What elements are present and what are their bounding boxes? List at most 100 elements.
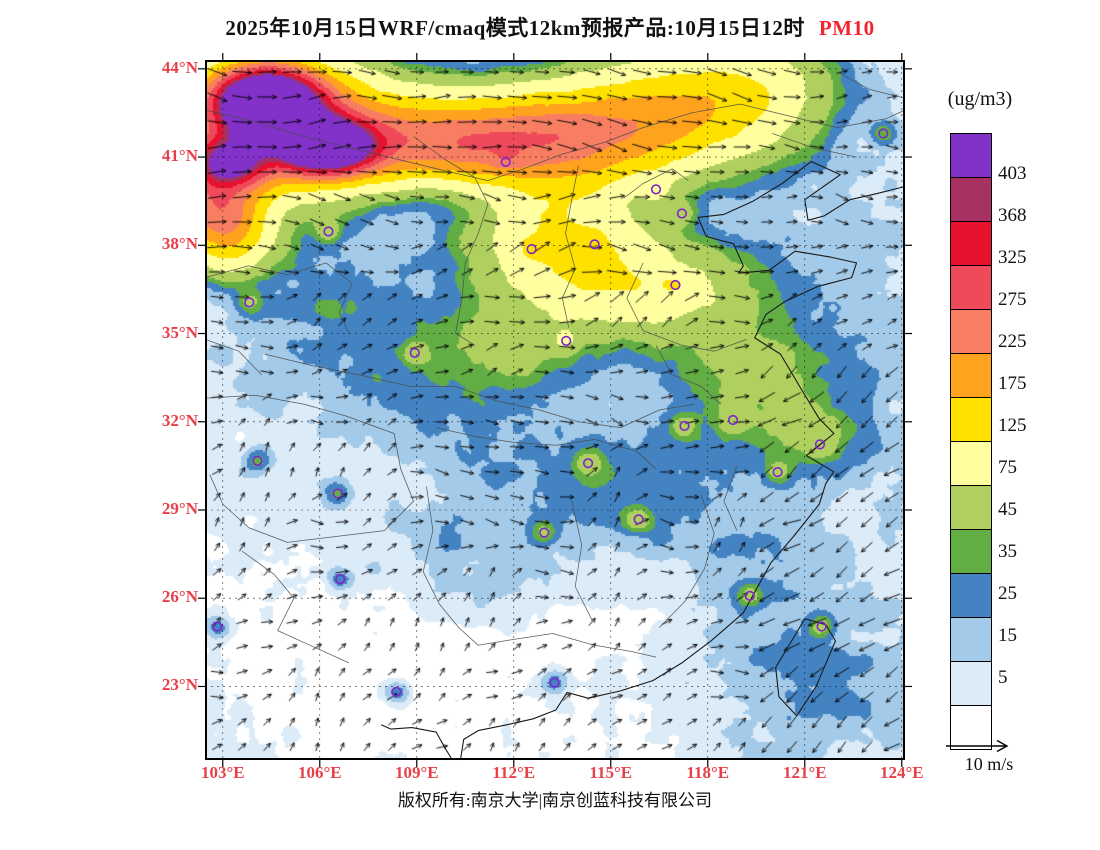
lon-tick-label: 115°E <box>589 763 633 782</box>
colorbar-swatch <box>950 265 992 310</box>
province-border <box>478 633 657 658</box>
colorbar-tick-label: 15 <box>998 625 1017 646</box>
city-marker <box>878 128 889 139</box>
colorbar-swatch <box>950 661 992 706</box>
map-panel <box>198 53 912 767</box>
lat-tick-label: 35°N <box>161 322 198 342</box>
city-marker <box>212 621 223 632</box>
city-marker <box>409 347 420 359</box>
city-marker <box>679 420 690 432</box>
lat-tick-label: 41°N <box>161 146 198 166</box>
city-marker <box>583 458 594 469</box>
wind-arrow-icon <box>946 739 1009 753</box>
colorbar-tick-label: 368 <box>998 205 1027 226</box>
lat-tick-label: 38°N <box>161 234 198 254</box>
page-title: 2025年10月15日WRF/cmaq模式12km预报产品:10月15日12时 P… <box>0 12 1100 42</box>
city-marker <box>744 590 755 602</box>
province-border <box>413 136 489 346</box>
colorbar-tick-label: 225 <box>998 331 1027 352</box>
city-marker <box>252 455 263 467</box>
city-marker <box>727 414 739 426</box>
city-marker <box>633 514 644 525</box>
city-marker <box>549 677 560 688</box>
colorbar-swatch <box>950 441 992 486</box>
copyright-footer: 版权所有:南京大学|南京创蓝科技有限公司 <box>397 791 713 810</box>
colorbar-swatch <box>950 133 992 178</box>
city-marker <box>335 573 346 585</box>
province-border <box>422 486 479 646</box>
colorbar-tick-label: 125 <box>998 415 1027 436</box>
province-border <box>626 262 747 352</box>
colorbar-swatch <box>950 177 992 222</box>
province-border <box>772 133 857 158</box>
city-marker <box>323 226 334 237</box>
colorbar-tick-label: 325 <box>998 247 1027 268</box>
colorbar-tick-label: 35 <box>998 541 1017 562</box>
colorbar-tick-label: 45 <box>998 499 1017 520</box>
city-marker <box>676 208 688 219</box>
city-marker <box>772 467 783 478</box>
province-border <box>241 550 350 664</box>
colorbar-units: (ug/m3) <box>947 88 1013 110</box>
title-species: PM10 <box>818 16 875 40</box>
colorbar-swatch <box>950 485 992 530</box>
lon-tick-label: 103°E <box>200 763 245 782</box>
province-border <box>204 262 353 334</box>
province-border <box>571 501 592 619</box>
province-border <box>655 345 721 405</box>
lat-tick-label: 26°N <box>161 587 198 607</box>
lat-tick-label: 44°N <box>161 57 198 77</box>
colorbar: 403 368 325 275 225 175 125 75 45 35 25 15 5 <box>950 133 1070 750</box>
lat-tick-label: 23°N <box>161 675 198 695</box>
city-marker <box>816 621 827 632</box>
city-marker <box>561 335 572 347</box>
city-marker <box>814 439 826 450</box>
coastline <box>459 160 906 761</box>
city-marker <box>244 297 255 308</box>
lon-tick-label: 106°E <box>297 763 342 782</box>
colorbar-swatch <box>950 221 992 266</box>
colorbar-swatch <box>950 529 992 574</box>
colorbar-tick-label: 75 <box>998 457 1017 478</box>
coastline <box>775 618 837 717</box>
province-border <box>204 394 414 543</box>
pm10-field-canvas <box>205 60 905 760</box>
lon-tick-label: 124°E <box>879 763 924 782</box>
city-marker <box>650 184 662 195</box>
title-text: 2025年10月15日WRF/cmaq模式12km预报产品:10月15日12时 <box>225 16 805 40</box>
province-border <box>561 165 579 328</box>
colorbar-swatch <box>950 353 992 398</box>
city-marker <box>670 279 681 291</box>
city-marker <box>589 239 600 250</box>
colorbar-swatch <box>950 397 992 442</box>
province-border <box>659 495 715 628</box>
colorbar-swatch <box>950 309 992 354</box>
colorbar-tick-label: 5 <box>998 667 1008 688</box>
city-marker <box>526 244 537 255</box>
lon-tick-label: 109°E <box>394 763 439 782</box>
city-marker <box>391 686 402 697</box>
lat-tick-label: 32°N <box>161 410 198 430</box>
colorbar-swatch <box>950 705 992 750</box>
wind-speed-legend: 10 m/s <box>933 737 1045 775</box>
wind-speed-label: 10 m/s <box>964 754 1014 774</box>
colorbar-tick-label: 25 <box>998 583 1017 604</box>
province-border <box>264 353 695 428</box>
colorbar-swatch <box>950 617 992 662</box>
province-border <box>836 71 906 99</box>
province-border <box>204 339 262 375</box>
lon-tick-label: 118°E <box>686 763 730 782</box>
map-frame <box>205 60 905 760</box>
province-border <box>623 168 689 199</box>
province-border <box>204 103 906 181</box>
colorbar-tick-label: 403 <box>998 163 1027 184</box>
city-marker <box>539 527 550 538</box>
city-marker <box>500 156 511 167</box>
map-overlay <box>198 53 912 767</box>
province-border <box>436 427 657 470</box>
coastline <box>380 724 453 761</box>
colorbar-swatch <box>950 573 992 618</box>
lat-tick-label: 29°N <box>161 499 198 518</box>
colorbar-tick-label: 175 <box>998 373 1027 394</box>
